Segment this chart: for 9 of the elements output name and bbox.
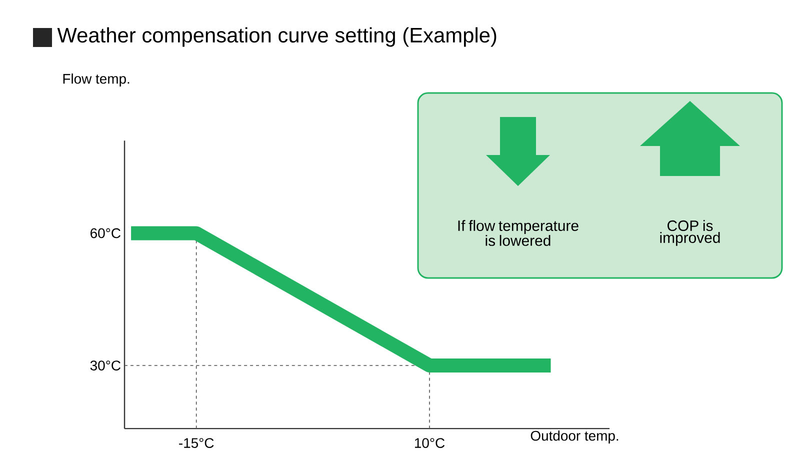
- y-tick-label: 60°C: [90, 228, 120, 238]
- text: COP is improved: [660, 220, 720, 246]
- chart-title: Weather compensation curve setting (Example): [57, 27, 496, 47]
- y-axis-title: Flow temp.: [63, 73, 130, 86]
- y-tick-label: 30°C: [90, 360, 120, 370]
- x-tick-label: -15°C: [179, 438, 214, 448]
- annotation: If flow temperature is lowered: [458, 220, 578, 246]
- x-axis-title: Outdoor temp.: [530, 430, 618, 444]
- x-tick-label: 10°C: [414, 438, 445, 448]
